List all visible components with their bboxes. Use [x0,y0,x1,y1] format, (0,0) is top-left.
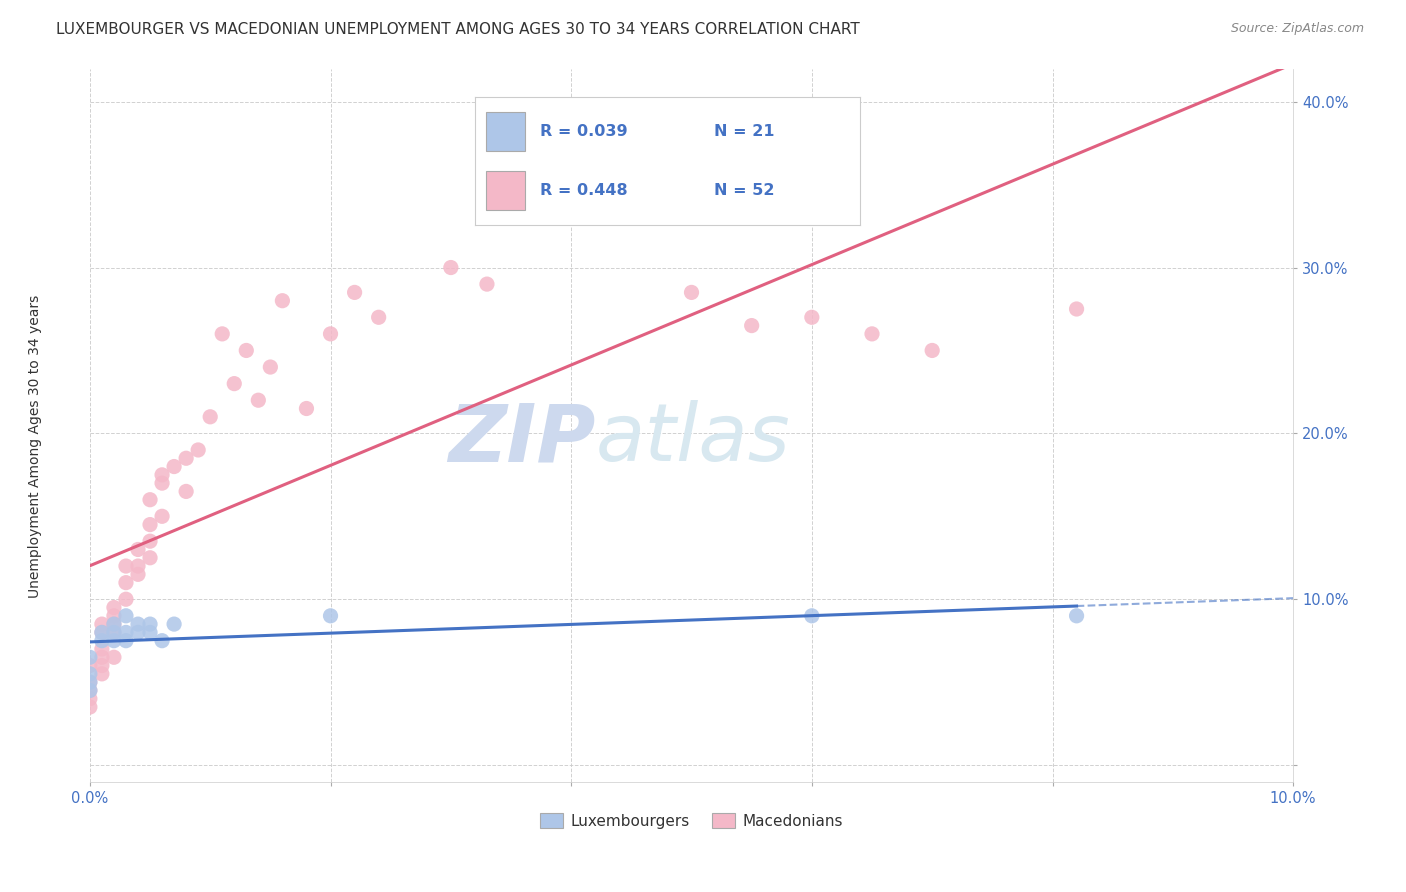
Point [367,310,389,325]
Point [150,476,173,491]
Point [79,675,101,690]
Point [139,550,162,565]
Text: Source: ZipAtlas.com: Source: ZipAtlas.com [1230,22,1364,36]
Point [211,326,233,341]
Point [259,359,281,374]
Point [174,484,197,499]
Point [247,393,270,408]
Point [127,567,149,582]
Point [127,625,149,640]
Point [103,617,125,632]
Point [115,625,138,640]
Point [800,310,823,325]
Point [139,492,162,507]
Point [103,625,125,640]
Point [103,600,125,615]
Text: ZIP: ZIP [449,401,595,478]
Point [79,700,101,714]
Point [115,592,138,607]
Point [127,542,149,557]
Point [800,608,823,623]
Point [150,633,173,648]
Point [103,625,125,640]
Text: atlas: atlas [595,401,790,478]
Point [127,559,149,574]
Point [115,608,138,623]
Point [741,318,763,333]
Point [79,666,101,681]
Point [127,617,149,632]
Point [79,675,101,690]
Point [90,666,112,681]
Point [271,293,294,308]
Legend: Luxembourgers, Macedonians: Luxembourgers, Macedonians [533,806,849,835]
Point [103,633,125,648]
Point [139,625,162,640]
Point [90,642,112,657]
Point [150,509,173,524]
Point [343,285,366,300]
Point [319,608,342,623]
Point [115,559,138,574]
Point [163,459,186,474]
Text: LUXEMBOURGER VS MACEDONIAN UNEMPLOYMENT AMONG AGES 30 TO 34 YEARS CORRELATION CH: LUXEMBOURGER VS MACEDONIAN UNEMPLOYMENT … [56,22,860,37]
Point [90,658,112,673]
Point [79,650,101,665]
Point [103,650,125,665]
Point [681,285,703,300]
Point [90,625,112,640]
Point [1066,301,1088,316]
Point [187,442,209,457]
Point [198,409,221,424]
Point [139,617,162,632]
Text: Unemployment Among Ages 30 to 34 years: Unemployment Among Ages 30 to 34 years [28,294,42,598]
Point [90,633,112,648]
Point [139,534,162,549]
Point [79,683,101,698]
Point [115,633,138,648]
Point [79,691,101,706]
Point [295,401,318,416]
Point [90,617,112,632]
Point [174,451,197,466]
Point [921,343,943,358]
Point [139,517,162,532]
Point [90,625,112,640]
Point [150,467,173,482]
Point [115,575,138,590]
Point [224,376,246,391]
Point [103,608,125,623]
Point [163,617,186,632]
Point [103,617,125,632]
Point [1066,608,1088,623]
Point [860,326,883,341]
Point [440,260,463,275]
Point [90,650,112,665]
Point [235,343,257,358]
Point [79,658,101,673]
Point [475,277,498,292]
Point [79,683,101,698]
Point [319,326,342,341]
